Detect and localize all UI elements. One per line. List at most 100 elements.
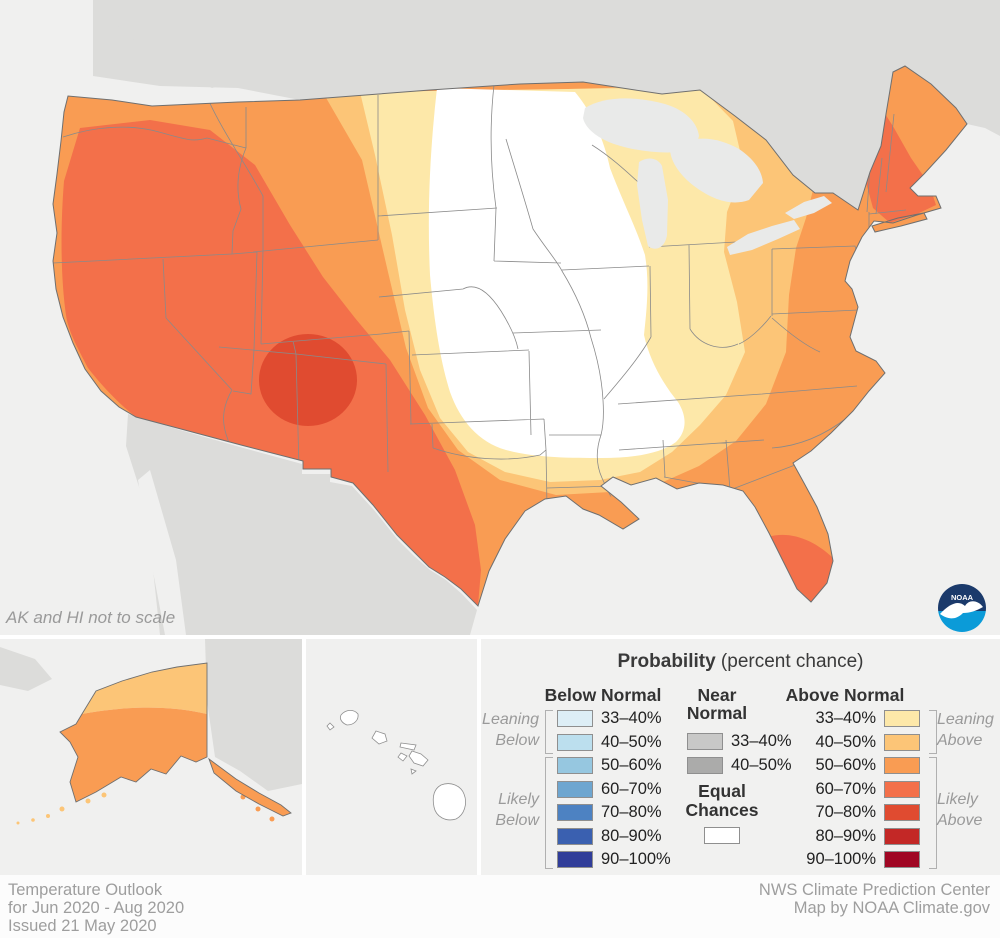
legend-row: 80–90% xyxy=(741,825,920,849)
equal-chances-label-line1: Equal xyxy=(698,781,746,801)
legend-swatch xyxy=(687,733,723,751)
leaning-above-line2: Above xyxy=(937,732,983,749)
legend-swatch xyxy=(884,733,920,751)
legend-range-label: 70–80% xyxy=(601,803,662,822)
alaska-south-band-50-60 xyxy=(60,707,207,802)
footer-source: NWS Climate Prediction Center xyxy=(758,881,990,899)
alaska-outline xyxy=(59,662,292,817)
legend-swatch xyxy=(557,804,593,822)
leaning-above-bracket xyxy=(929,710,937,754)
lake-superior xyxy=(583,98,699,153)
canada-yukon-landmass xyxy=(205,639,302,791)
legend-range-label: 40–50% xyxy=(815,732,876,751)
below-normal-rows: 33–40% 40–50% 50–60% 60–70% 70–80% 80–90% 90–1… xyxy=(557,707,671,872)
equal-chances-swatch xyxy=(704,827,740,844)
legend-range-label: 50–60% xyxy=(815,756,876,775)
lake-huron xyxy=(670,138,763,203)
legend-swatch xyxy=(557,827,593,845)
legend-row: 33–40% xyxy=(557,707,671,731)
legend-row: 50–60% xyxy=(741,754,920,778)
state-boundaries xyxy=(53,84,907,509)
footer: Temperature Outlook for Jun 2020 - Aug 2… xyxy=(0,875,1000,938)
legend-range-label: 90–100% xyxy=(806,850,876,869)
below-normal-header: Below Normal xyxy=(544,685,662,705)
legend-swatch xyxy=(884,757,920,775)
alaska-panhandle xyxy=(209,759,291,816)
band-60-70-florida xyxy=(768,534,834,602)
alaska-inset-panel xyxy=(0,639,302,875)
legend-swatch xyxy=(557,733,593,751)
leaning-above-line1: Leaning xyxy=(937,711,994,728)
legend-range-label: 70–80% xyxy=(815,803,876,822)
likely-above-line1: Likely xyxy=(937,791,978,808)
near-normal-rows: 33–40% 40–50% xyxy=(687,730,792,777)
great-lakes xyxy=(583,98,832,255)
legend-range-label: 50–60% xyxy=(601,756,662,775)
russia-landmass xyxy=(0,647,52,691)
leaning-above-label: Leaning Above xyxy=(937,709,997,751)
kahoolawe-island xyxy=(410,768,417,775)
lake-erie xyxy=(727,220,800,255)
near-normal-header-line2: Normal xyxy=(686,703,748,723)
legend-range-label: 40–50% xyxy=(731,755,792,774)
conus-map-panel: NOAA AK and HI not to scale xyxy=(0,0,1000,635)
niihau-island xyxy=(326,722,335,731)
leaning-below-line2: Below xyxy=(495,732,539,749)
likely-below-line2: Below xyxy=(495,812,539,829)
hawaii-map xyxy=(306,639,477,875)
legend-title-bold: Probability xyxy=(617,651,716,672)
above-normal-header: Above Normal xyxy=(785,685,905,705)
gulf-of-california xyxy=(138,470,186,635)
us-outline xyxy=(52,65,968,607)
probability-legend: Probability (percent chance) Below Norma… xyxy=(481,639,1000,875)
legend-swatch xyxy=(557,851,593,869)
footer-credit: Map by NOAA Climate.gov xyxy=(793,899,990,917)
canada-landmass xyxy=(93,0,1000,210)
likely-above-label: Likely Above xyxy=(937,789,997,831)
legend-swatch xyxy=(884,827,920,845)
maui-island xyxy=(408,750,429,767)
legend-row: 33–40% xyxy=(741,707,920,731)
legend-range-label: 33–40% xyxy=(601,709,662,728)
legend-swatch xyxy=(884,851,920,869)
big-island xyxy=(432,783,466,821)
legend-range-label: 40–50% xyxy=(601,732,662,751)
above-normal-rows: 33–40% 40–50% 50–60% 60–70% 70–80% 80–90% 90–1… xyxy=(741,707,920,872)
kauai-island xyxy=(339,709,359,726)
hawaii-inset-panel xyxy=(306,639,477,875)
not-to-scale-note: AK and HI not to scale xyxy=(6,608,176,627)
likely-above-line2: Above xyxy=(937,812,983,829)
legend-row: 90–100% xyxy=(741,848,920,872)
us-probability-map: NOAA xyxy=(0,0,1000,635)
legend-row: 70–80% xyxy=(741,801,920,825)
lanai-island xyxy=(397,752,408,762)
likely-below-bracket xyxy=(545,757,553,869)
alaska-north-band-40-50 xyxy=(82,663,207,714)
band-70-80-four-corners xyxy=(259,334,357,426)
legend-row: 40–50% xyxy=(557,731,671,755)
likely-below-label: Likely Below xyxy=(481,789,539,831)
legend-swatch xyxy=(884,804,920,822)
legend-row: 40–50% xyxy=(741,731,920,755)
legend-row: 60–70% xyxy=(741,778,920,802)
footer-issued-date: Issued 21 May 2020 xyxy=(8,917,157,935)
likely-below-line1: Likely xyxy=(498,791,539,808)
noaa-logo-text: NOAA xyxy=(951,593,974,602)
legend-row: 70–80% xyxy=(557,801,671,825)
noaa-logo: NOAA xyxy=(938,584,986,632)
footer-outlook-period: for Jun 2020 - Aug 2020 xyxy=(8,899,185,917)
legend-row: 50–60% xyxy=(557,754,671,778)
legend-row: 80–90% xyxy=(557,825,671,849)
molokai-island xyxy=(399,742,417,751)
legend-range-label: 80–90% xyxy=(815,826,876,845)
legend-swatch xyxy=(884,710,920,728)
legend-row: 60–70% xyxy=(557,778,671,802)
legend-swatch xyxy=(557,710,593,728)
oahu-island xyxy=(371,730,388,745)
equal-chances-label-line2: Chances xyxy=(685,800,759,820)
aleutian-islands xyxy=(16,792,107,825)
legend-swatch xyxy=(557,757,593,775)
lake-michigan xyxy=(637,158,668,249)
near-normal-header-line1: Near xyxy=(697,685,737,705)
